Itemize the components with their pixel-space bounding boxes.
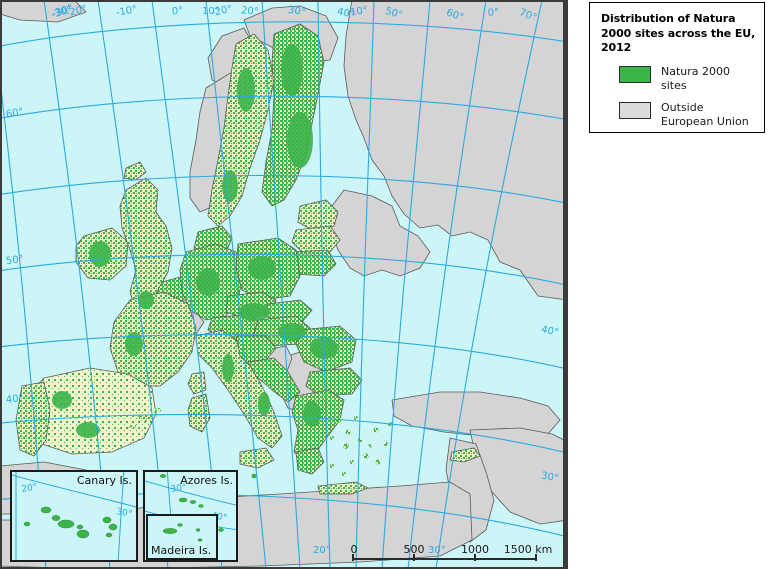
legend-item-outside-eu[interactable]: Outside European Union <box>601 101 756 129</box>
outside-eu-color-swatch <box>619 101 651 119</box>
inset-canary-islands[interactable]: 20° 30° Canary Is. <box>10 470 138 562</box>
svg-text:-20°: -20° <box>210 4 233 19</box>
lon-label--10: -10° <box>115 4 139 19</box>
scale-label-1000: 1000 <box>461 543 489 556</box>
canary-inset-title: Canary Is. <box>76 474 132 487</box>
lon-label-10: 10° <box>202 6 220 17</box>
natura-color-swatch <box>619 65 651 83</box>
lon-label-20: 20° <box>240 5 260 18</box>
madeira-inset-graphics <box>148 516 216 558</box>
lon-label-50: 50° <box>383 5 404 22</box>
lon-label-40: 40° <box>335 6 356 21</box>
graticule-labels: -30° -20° -10° 0° <box>50 4 500 21</box>
lon-label-60: 60° <box>444 7 466 24</box>
svg-text:-10°: -10° <box>346 5 369 19</box>
svg-text:0°: 0° <box>487 7 499 19</box>
lon-label-70: 70° <box>517 7 539 24</box>
scale-bar-line <box>352 558 537 560</box>
lon-label-bottom-30: 30° <box>428 545 446 556</box>
legend-panel: Distribution of Natura 2000 sites across… <box>589 2 765 133</box>
scale-tick-1500 <box>535 554 537 561</box>
scale-tick-500 <box>413 554 415 561</box>
lon-label-0: 0° <box>171 5 184 18</box>
lon-label-30: 30° <box>287 4 307 19</box>
lat-label-40: 40° <box>5 393 25 406</box>
scale-tick-0 <box>352 554 354 561</box>
scale-label-500: 500 <box>403 543 425 556</box>
svg-text:30°: 30° <box>115 507 132 520</box>
svg-text:20°: 20° <box>21 482 38 495</box>
svg-text:30°: 30° <box>170 483 187 495</box>
canary-inset-graphics: 20° 30° <box>12 472 136 560</box>
scale-tick-1000 <box>474 554 476 561</box>
legend-item-outside-eu-label: Outside European Union <box>661 100 749 128</box>
inset-madeira-islands[interactable]: Madeira Is. <box>146 514 218 560</box>
legend-item-natura[interactable]: Natura 2000 sites <box>601 65 756 93</box>
map-canvas[interactable]: -30° -20° -10° 0° -30° -20° -10° 0° 10° … <box>0 0 568 569</box>
azores-inset-title: Azores Is. <box>180 474 233 487</box>
legend-item-natura-label: Natura 2000 sites <box>661 64 731 92</box>
scale-bar: 0 500 1000 1500 km <box>350 543 552 566</box>
scale-label-0: 0 <box>350 543 358 556</box>
lon-label-bottom-20: 20° <box>313 545 331 556</box>
scale-label-1500km: 1500 km <box>503 543 553 556</box>
madeira-inset-title: Madeira Is. <box>151 544 212 557</box>
top-graticule-labels: -30° -20° -10° 0° 10° 20° 30° 40° 50° 60… <box>0 0 565 24</box>
legend-title: Distribution of Natura 2000 sites across… <box>601 12 756 55</box>
graticule <box>0 0 565 569</box>
